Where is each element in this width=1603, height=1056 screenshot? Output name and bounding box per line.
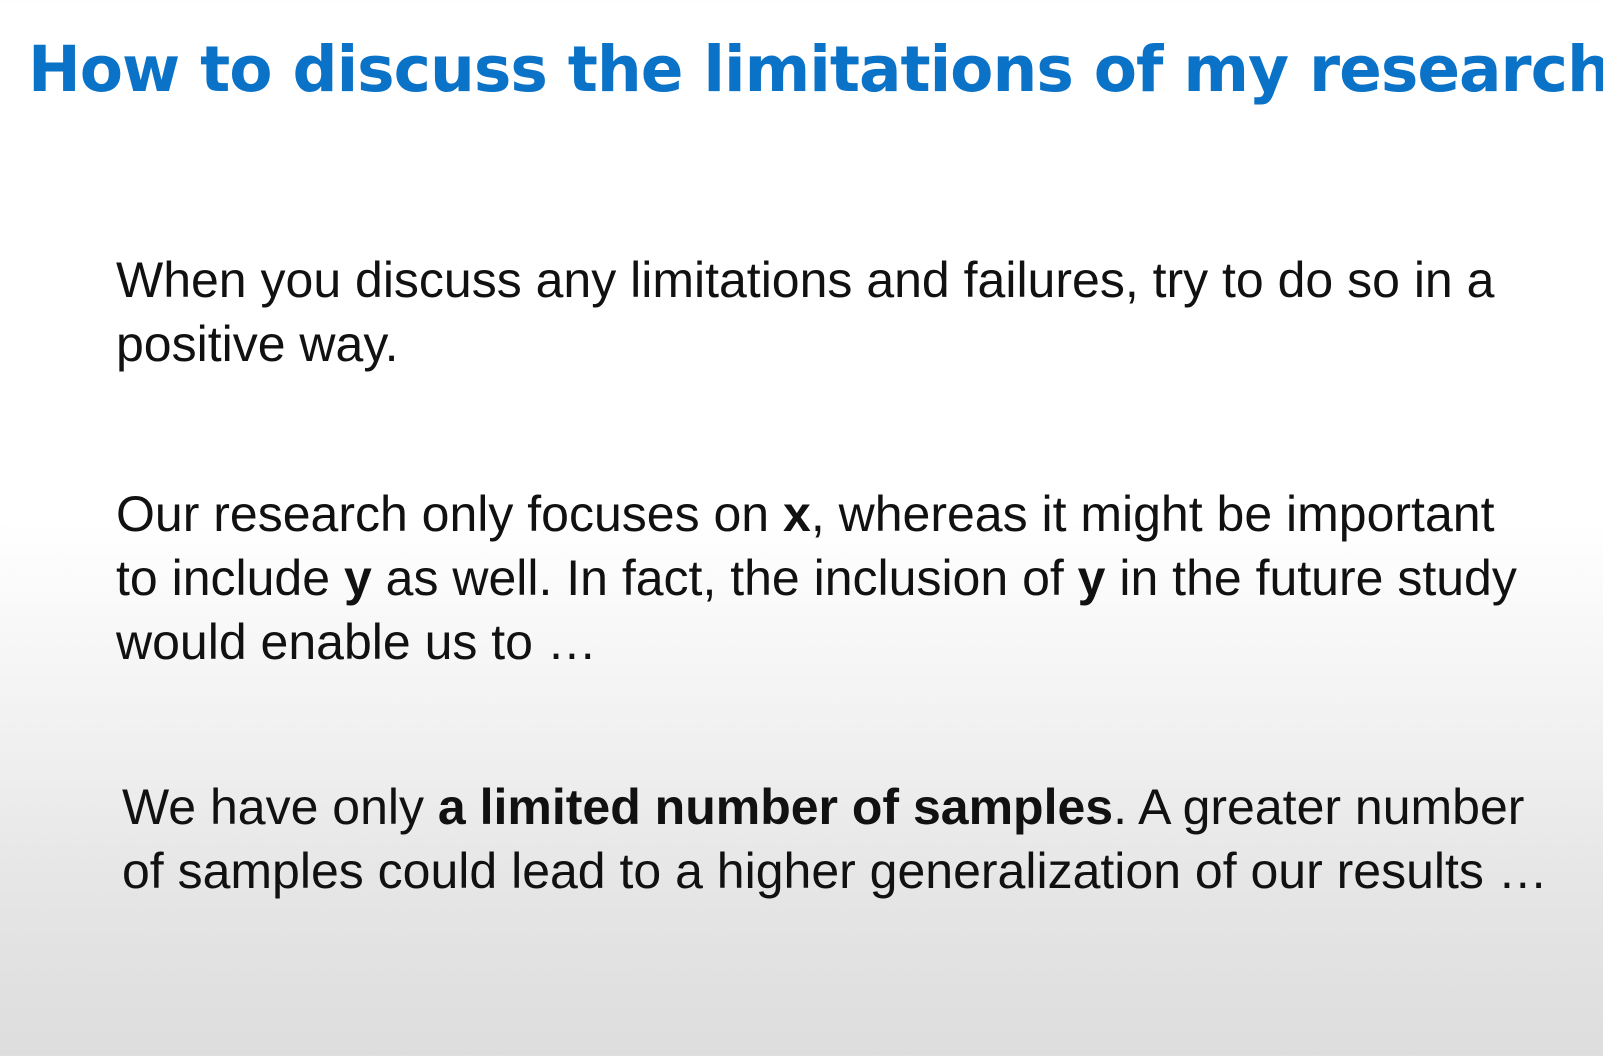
paragraph-example-x-y-text-2: , whereas it might be important to inclu… [116,486,1495,606]
paragraph-positive-framing: When you discuss any limitations and fai… [116,248,1536,376]
paragraph-example-samples: We have only a limited number of samples… [122,775,1552,903]
paragraph-example-samples-text-2: . A greater number of samples could lead… [122,779,1548,899]
paragraph-example-x-y-text-3: as well. In fact, the inclusion of [371,550,1078,606]
slide-title: How to discuss the limitations of my res… [28,33,1603,106]
paragraph-example-x-y: Our research only focuses on x, whereas … [116,482,1536,674]
paragraph-example-x-y-text-1: Our research only focuses on [116,486,783,542]
emphasis-y-second: y [1077,550,1106,606]
emphasis-y: y [343,550,372,606]
paragraph-example-x-y-text-4: in the future study would enable us to … [116,550,1517,670]
emphasis-x: x [783,486,811,542]
emphasis-limited-samples: a limited number of samples [437,779,1114,835]
paragraph-example-samples-text-1: We have only [122,779,438,835]
paragraph-positive-framing-text: When you discuss any limitations and fai… [116,252,1495,372]
